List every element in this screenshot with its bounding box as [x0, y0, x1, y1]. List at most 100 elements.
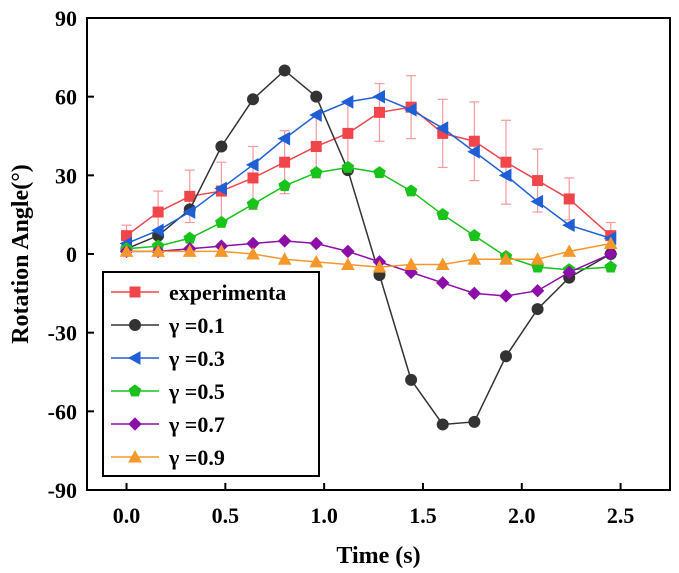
legend-marker	[128, 417, 142, 431]
legend-entry: γ =0.3	[111, 346, 225, 371]
data-point	[278, 179, 291, 192]
data-point	[309, 166, 323, 179]
data-point	[151, 223, 164, 238]
series-line	[126, 95, 611, 245]
data-point	[151, 244, 165, 257]
data-point	[404, 257, 418, 270]
x-tick-label: 2.0	[508, 503, 536, 528]
data-point	[372, 260, 387, 273]
legend-entry: experimenta	[111, 280, 286, 305]
data-point	[278, 64, 291, 77]
data-point	[279, 156, 291, 168]
data-point	[468, 135, 480, 147]
legend-label: γ =0.9	[168, 445, 225, 470]
data-point	[183, 231, 197, 244]
legend-box	[102, 271, 320, 477]
data-point	[247, 93, 260, 106]
data-point	[499, 350, 512, 363]
data-point	[310, 90, 323, 103]
y-tick-label: 90	[55, 6, 77, 31]
data-point	[435, 257, 450, 270]
legend-entry: γ =0.1	[111, 313, 225, 338]
legend-marker	[127, 351, 141, 365]
series-5	[119, 236, 618, 273]
series-line	[126, 69, 612, 426]
data-point	[277, 252, 292, 265]
data-point	[500, 156, 512, 168]
data-point	[467, 252, 482, 265]
data-point	[341, 257, 355, 270]
legend-label: γ =0.7	[168, 412, 225, 437]
data-point	[373, 106, 385, 118]
data-point	[562, 265, 576, 280]
series-0	[121, 75, 617, 250]
data-point	[214, 181, 227, 196]
data-point	[309, 254, 324, 268]
data-point	[214, 244, 229, 257]
legend: experimenta γ =0.1 γ =0.3 γ =0.5 γ =0.7 γ =0.…	[102, 271, 320, 477]
data-point	[182, 205, 196, 219]
series-line	[126, 166, 611, 271]
data-point	[341, 244, 355, 259]
data-point	[119, 244, 134, 257]
y-axis-title: Rotation Angle(°)	[8, 164, 34, 344]
data-point	[373, 166, 386, 179]
data-point	[563, 193, 575, 205]
data-point	[499, 252, 513, 265]
x-tick-label: 0.0	[113, 503, 141, 528]
data-point	[467, 144, 480, 159]
data-point	[342, 127, 354, 139]
data-point	[436, 208, 450, 221]
y-tick-label: -30	[48, 321, 77, 346]
legend-label: γ =0.5	[168, 379, 225, 404]
data-point	[404, 102, 417, 117]
series-line	[126, 240, 612, 297]
data-point	[341, 160, 355, 173]
legend-marker	[129, 286, 141, 298]
series-2	[119, 89, 617, 251]
x-tick-label: 2.5	[607, 503, 635, 528]
data-point	[215, 215, 228, 228]
data-point	[435, 121, 449, 135]
legend-entry: γ =0.5	[111, 379, 225, 404]
legend-label: γ =0.1	[168, 313, 225, 338]
data-point	[562, 244, 577, 257]
axis-ticks: 0.0 0.5 1.0 1.5 2.0 2.5 90 60 30 0 -30 -60 -90	[48, 6, 635, 528]
y-tick-label: 0	[66, 242, 77, 267]
data-point	[404, 184, 418, 197]
data-point	[215, 140, 228, 153]
data-point	[277, 234, 292, 248]
legend-label: experimenta	[169, 280, 286, 305]
data-point	[562, 218, 575, 232]
data-point	[246, 246, 260, 260]
data-point	[603, 236, 618, 250]
data-point	[309, 236, 323, 251]
legend-entry: γ =0.9	[111, 445, 225, 470]
y-tick-label: 30	[55, 163, 77, 188]
data-point	[184, 190, 196, 202]
y-tick-label: -90	[48, 478, 77, 503]
x-tick-label: 0.5	[212, 503, 240, 528]
data-point	[277, 131, 291, 146]
series-line	[126, 242, 611, 268]
data-point	[436, 276, 450, 290]
data-point	[499, 289, 513, 303]
data-point	[604, 260, 618, 273]
data-point	[245, 158, 259, 172]
data-point	[405, 373, 418, 386]
legend-entry: γ =0.7	[111, 412, 225, 437]
x-tick-label: 1.5	[409, 503, 437, 528]
legend-marker	[128, 449, 142, 463]
y-tick-label: 60	[55, 85, 77, 110]
y-tick-label: -60	[48, 399, 77, 424]
data-point	[310, 140, 322, 152]
legend-marker	[128, 384, 142, 397]
data-point	[152, 206, 164, 218]
series-line	[126, 106, 612, 237]
data-point	[530, 284, 545, 298]
data-point	[467, 286, 482, 301]
data-point	[246, 197, 260, 210]
data-point	[247, 172, 259, 184]
legend-label: γ =0.3	[168, 346, 225, 371]
